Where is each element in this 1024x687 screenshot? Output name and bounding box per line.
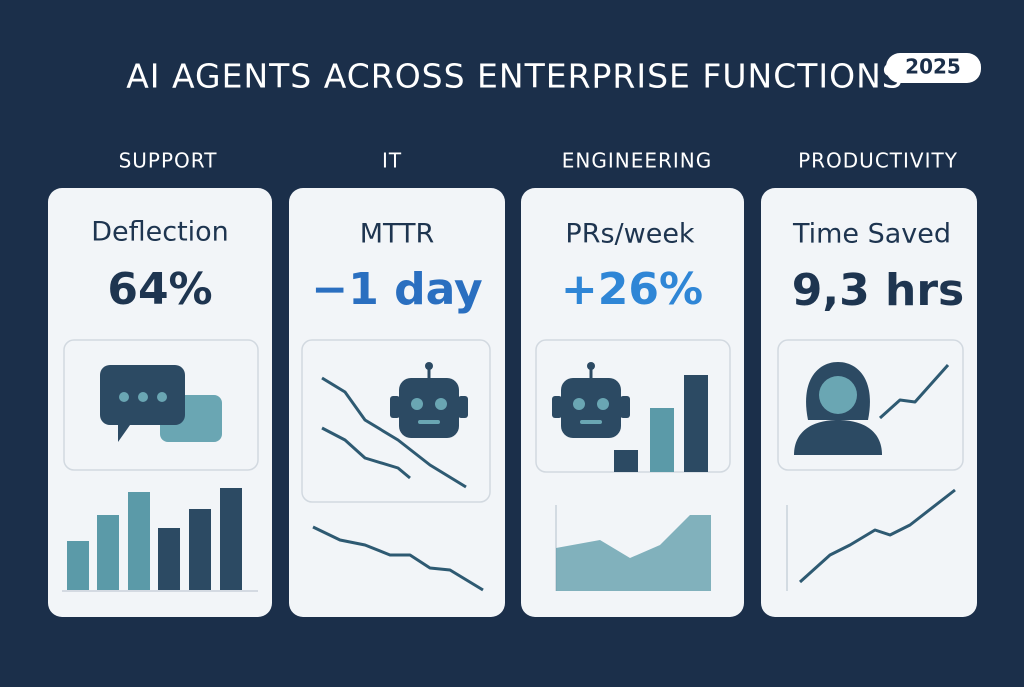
category: SUPPORT <box>119 149 218 173</box>
metric: PRs/week <box>565 219 695 250</box>
area-illustration <box>555 505 711 591</box>
value: 9,3 hrs <box>792 265 964 316</box>
title: AI AGENTS ACROSS ENTERPRISE FUNCTIONS <box>126 57 904 96</box>
person-icon <box>777 339 964 471</box>
metric: MTTR <box>360 219 435 250</box>
robot-trend-icon <box>301 339 491 503</box>
metric: Deflection <box>91 217 229 248</box>
value: −1 day <box>311 264 482 315</box>
metric: Time Saved <box>792 219 951 250</box>
trend-illustration <box>786 488 956 591</box>
badge-text: 2025 <box>905 55 961 79</box>
category: PRODUCTIVITY <box>798 149 958 173</box>
line-illustration <box>312 525 484 592</box>
value: +26% <box>561 264 703 315</box>
badge <box>886 53 981 83</box>
robot-bars-icon <box>535 339 731 473</box>
bar-illustration <box>62 488 258 592</box>
value: 64% <box>107 264 212 315</box>
category: ENGINEERING <box>562 149 712 173</box>
category: IT <box>382 149 402 173</box>
chat-icon <box>63 339 259 471</box>
